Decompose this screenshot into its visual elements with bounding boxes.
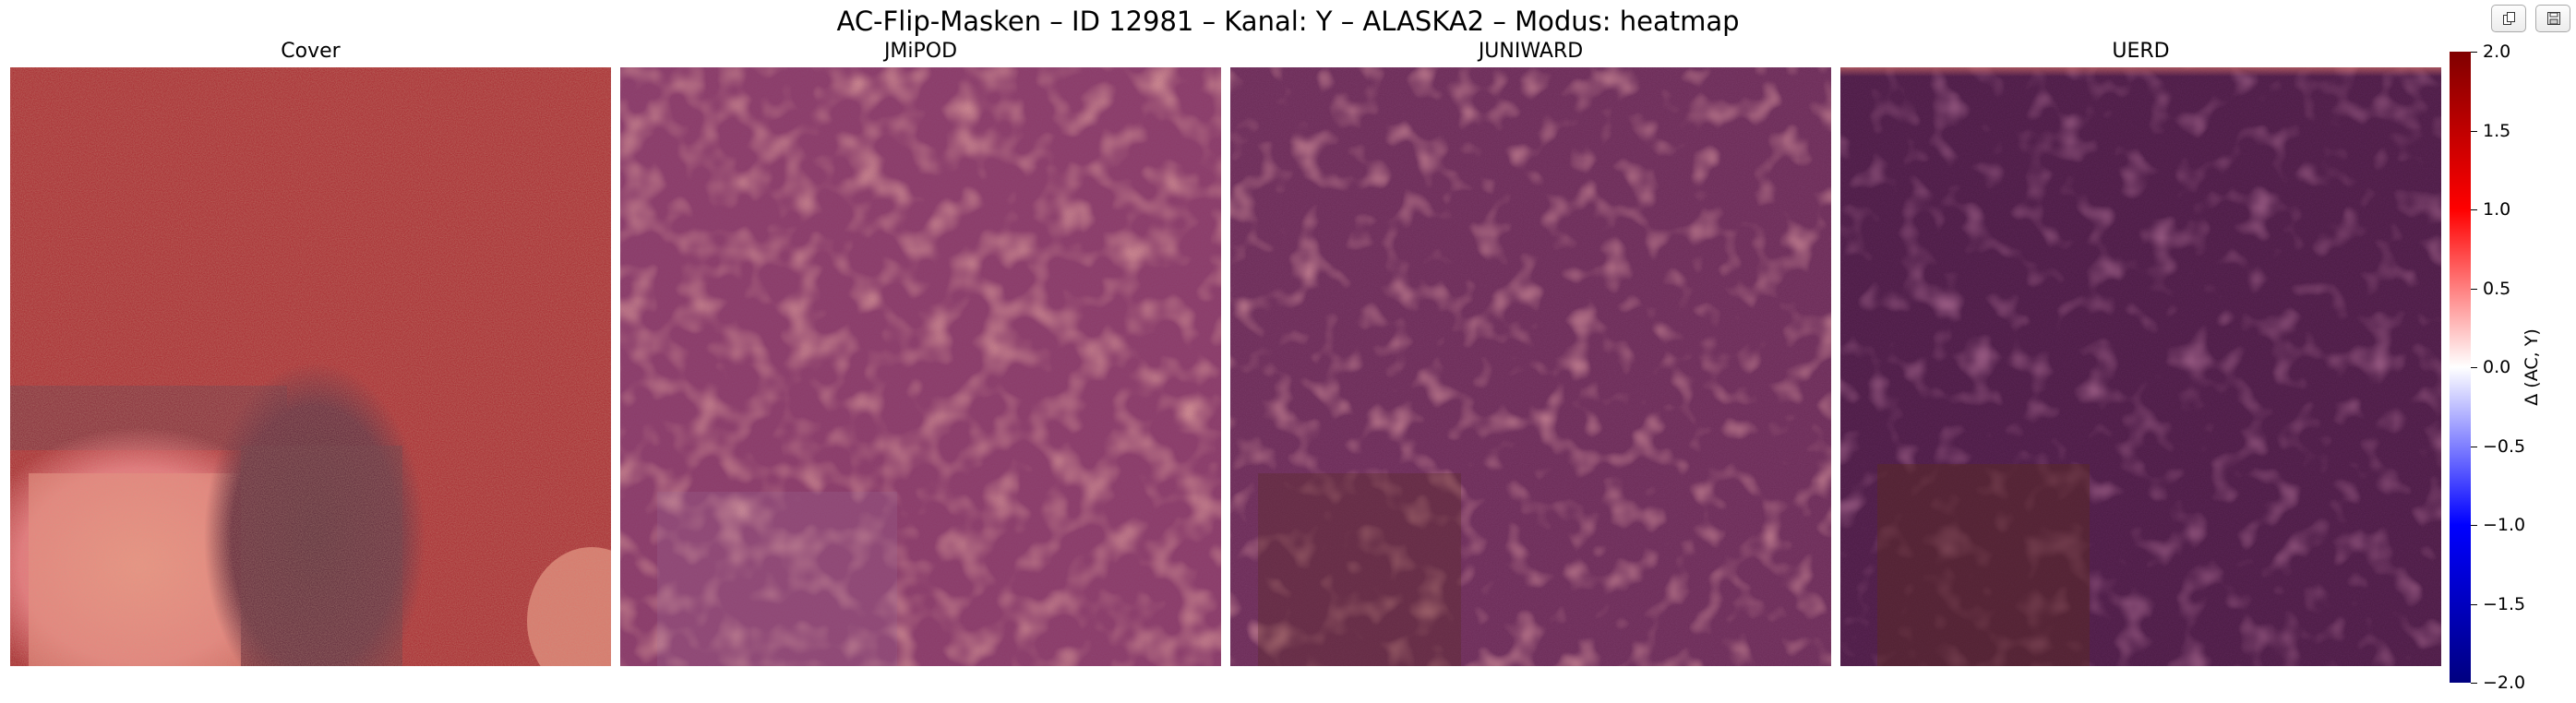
panel-title-cover: Cover [281,40,341,63]
colorbar-tick-label: −1.5 [2483,594,2526,614]
colorbar-tick-label: 0.5 [2483,279,2511,299]
colorbar-tick [2471,683,2477,684]
colorbar-tick-label: 0.0 [2483,357,2511,377]
colorbar-tick-label: 2.0 [2483,42,2511,62]
save-button[interactable] [2535,5,2570,32]
colorbar-tick [2471,209,2477,210]
colorbar-tick-label: 1.5 [2483,121,2511,141]
colorbar-tick-label: −1.0 [2483,515,2526,535]
colorbar-tick [2471,52,2477,53]
colorbar-tick [2471,289,2477,290]
copy-icon [2503,12,2515,25]
panel-title-jmipod: JMiPOD [883,40,958,63]
save-icon [2547,12,2560,25]
panel-title-uerd: UERD [2112,40,2170,63]
panel-title-juniward: JUNIWARD [1478,40,1584,63]
colorbar-tick [2471,604,2477,605]
colorbar-label: Δ (AC, Y) [2522,328,2542,406]
figure-title: AC-Flip-Masken – ID 12981 – Kanal: Y – A… [836,6,1740,37]
uerd-heatmap [1840,67,2441,666]
jmipod-heatmap [620,67,1221,666]
colorbar-tick-label: −2.0 [2483,673,2526,693]
juniward-heatmap [1230,67,1831,666]
cover-heatmap [10,67,611,666]
colorbar-tick [2471,525,2477,526]
colorbar-tick-label: 1.0 [2483,199,2511,220]
colorbar-tick-label: −0.5 [2483,436,2526,457]
colorbar-tick [2471,367,2477,368]
colorbar [2450,52,2471,683]
colorbar-tick [2471,131,2477,132]
copy-button[interactable] [2491,5,2526,32]
